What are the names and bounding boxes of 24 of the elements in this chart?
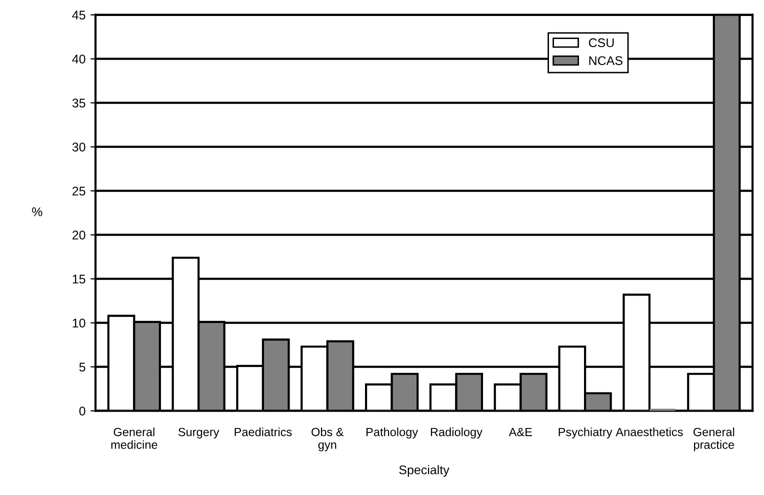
y-tick-label: 10 (72, 318, 86, 328)
x-tick-label: Anaesthetics (616, 428, 683, 436)
x-tick-label: Obs & gyn (312, 428, 344, 452)
x-tick-label: General practice (693, 428, 734, 452)
legend-label: NCAS (589, 56, 622, 66)
x-tick-label: General medicine (111, 428, 158, 449)
y-tick-label: 45 (72, 10, 86, 20)
legend-label: CSU (588, 38, 614, 48)
x-tick-label: Paediatrics (234, 428, 292, 436)
x-tick-label: Radiology (430, 428, 482, 439)
x-tick-label: Pathology (366, 428, 418, 439)
x-tick-label: Surgery (178, 428, 220, 439)
y-tick-label: 30 (72, 142, 86, 152)
x-tick-label: Psychiatry (558, 428, 612, 439)
x-axis-title: Specialty (399, 465, 450, 477)
x-tick-label: A&E (508, 428, 532, 436)
y-tick-label: 20 (72, 230, 86, 240)
y-tick-label: 0 (79, 406, 86, 416)
y-tick-label: 40 (72, 54, 86, 64)
y-tick-label: 15 (72, 274, 86, 284)
y-tick-label: 35 (72, 98, 86, 108)
y-tick-label: 5 (79, 362, 86, 372)
y-axis-title: % (32, 207, 42, 216)
y-tick-label: 25 (72, 186, 86, 196)
